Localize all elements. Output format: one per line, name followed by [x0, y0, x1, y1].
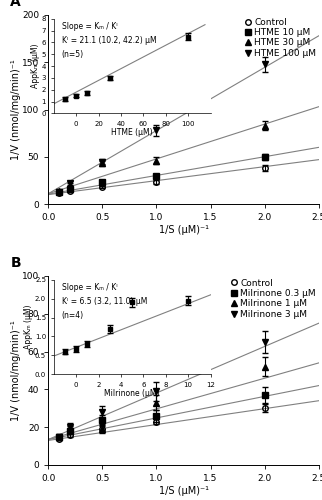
Y-axis label: 1/V (nmol/mg/min)⁻¹: 1/V (nmol/mg/min)⁻¹ — [11, 59, 21, 160]
X-axis label: 1/S (μM)⁻¹: 1/S (μM)⁻¹ — [158, 486, 209, 496]
Text: B: B — [10, 256, 21, 270]
X-axis label: 1/S (μM)⁻¹: 1/S (μM)⁻¹ — [158, 225, 209, 235]
Y-axis label: 1/V (nmol/mg/min)⁻¹: 1/V (nmol/mg/min)⁻¹ — [11, 320, 21, 421]
Legend: Control, Milrinone 0.3 μM, Milrinone 1 μM, Milrinone 3 μM: Control, Milrinone 0.3 μM, Milrinone 1 μ… — [230, 278, 317, 320]
Text: A: A — [10, 0, 21, 10]
Legend: Control, HTME 10 μM, HTME 30 μM, HTME 100 μM: Control, HTME 10 μM, HTME 30 μM, HTME 10… — [243, 17, 317, 58]
